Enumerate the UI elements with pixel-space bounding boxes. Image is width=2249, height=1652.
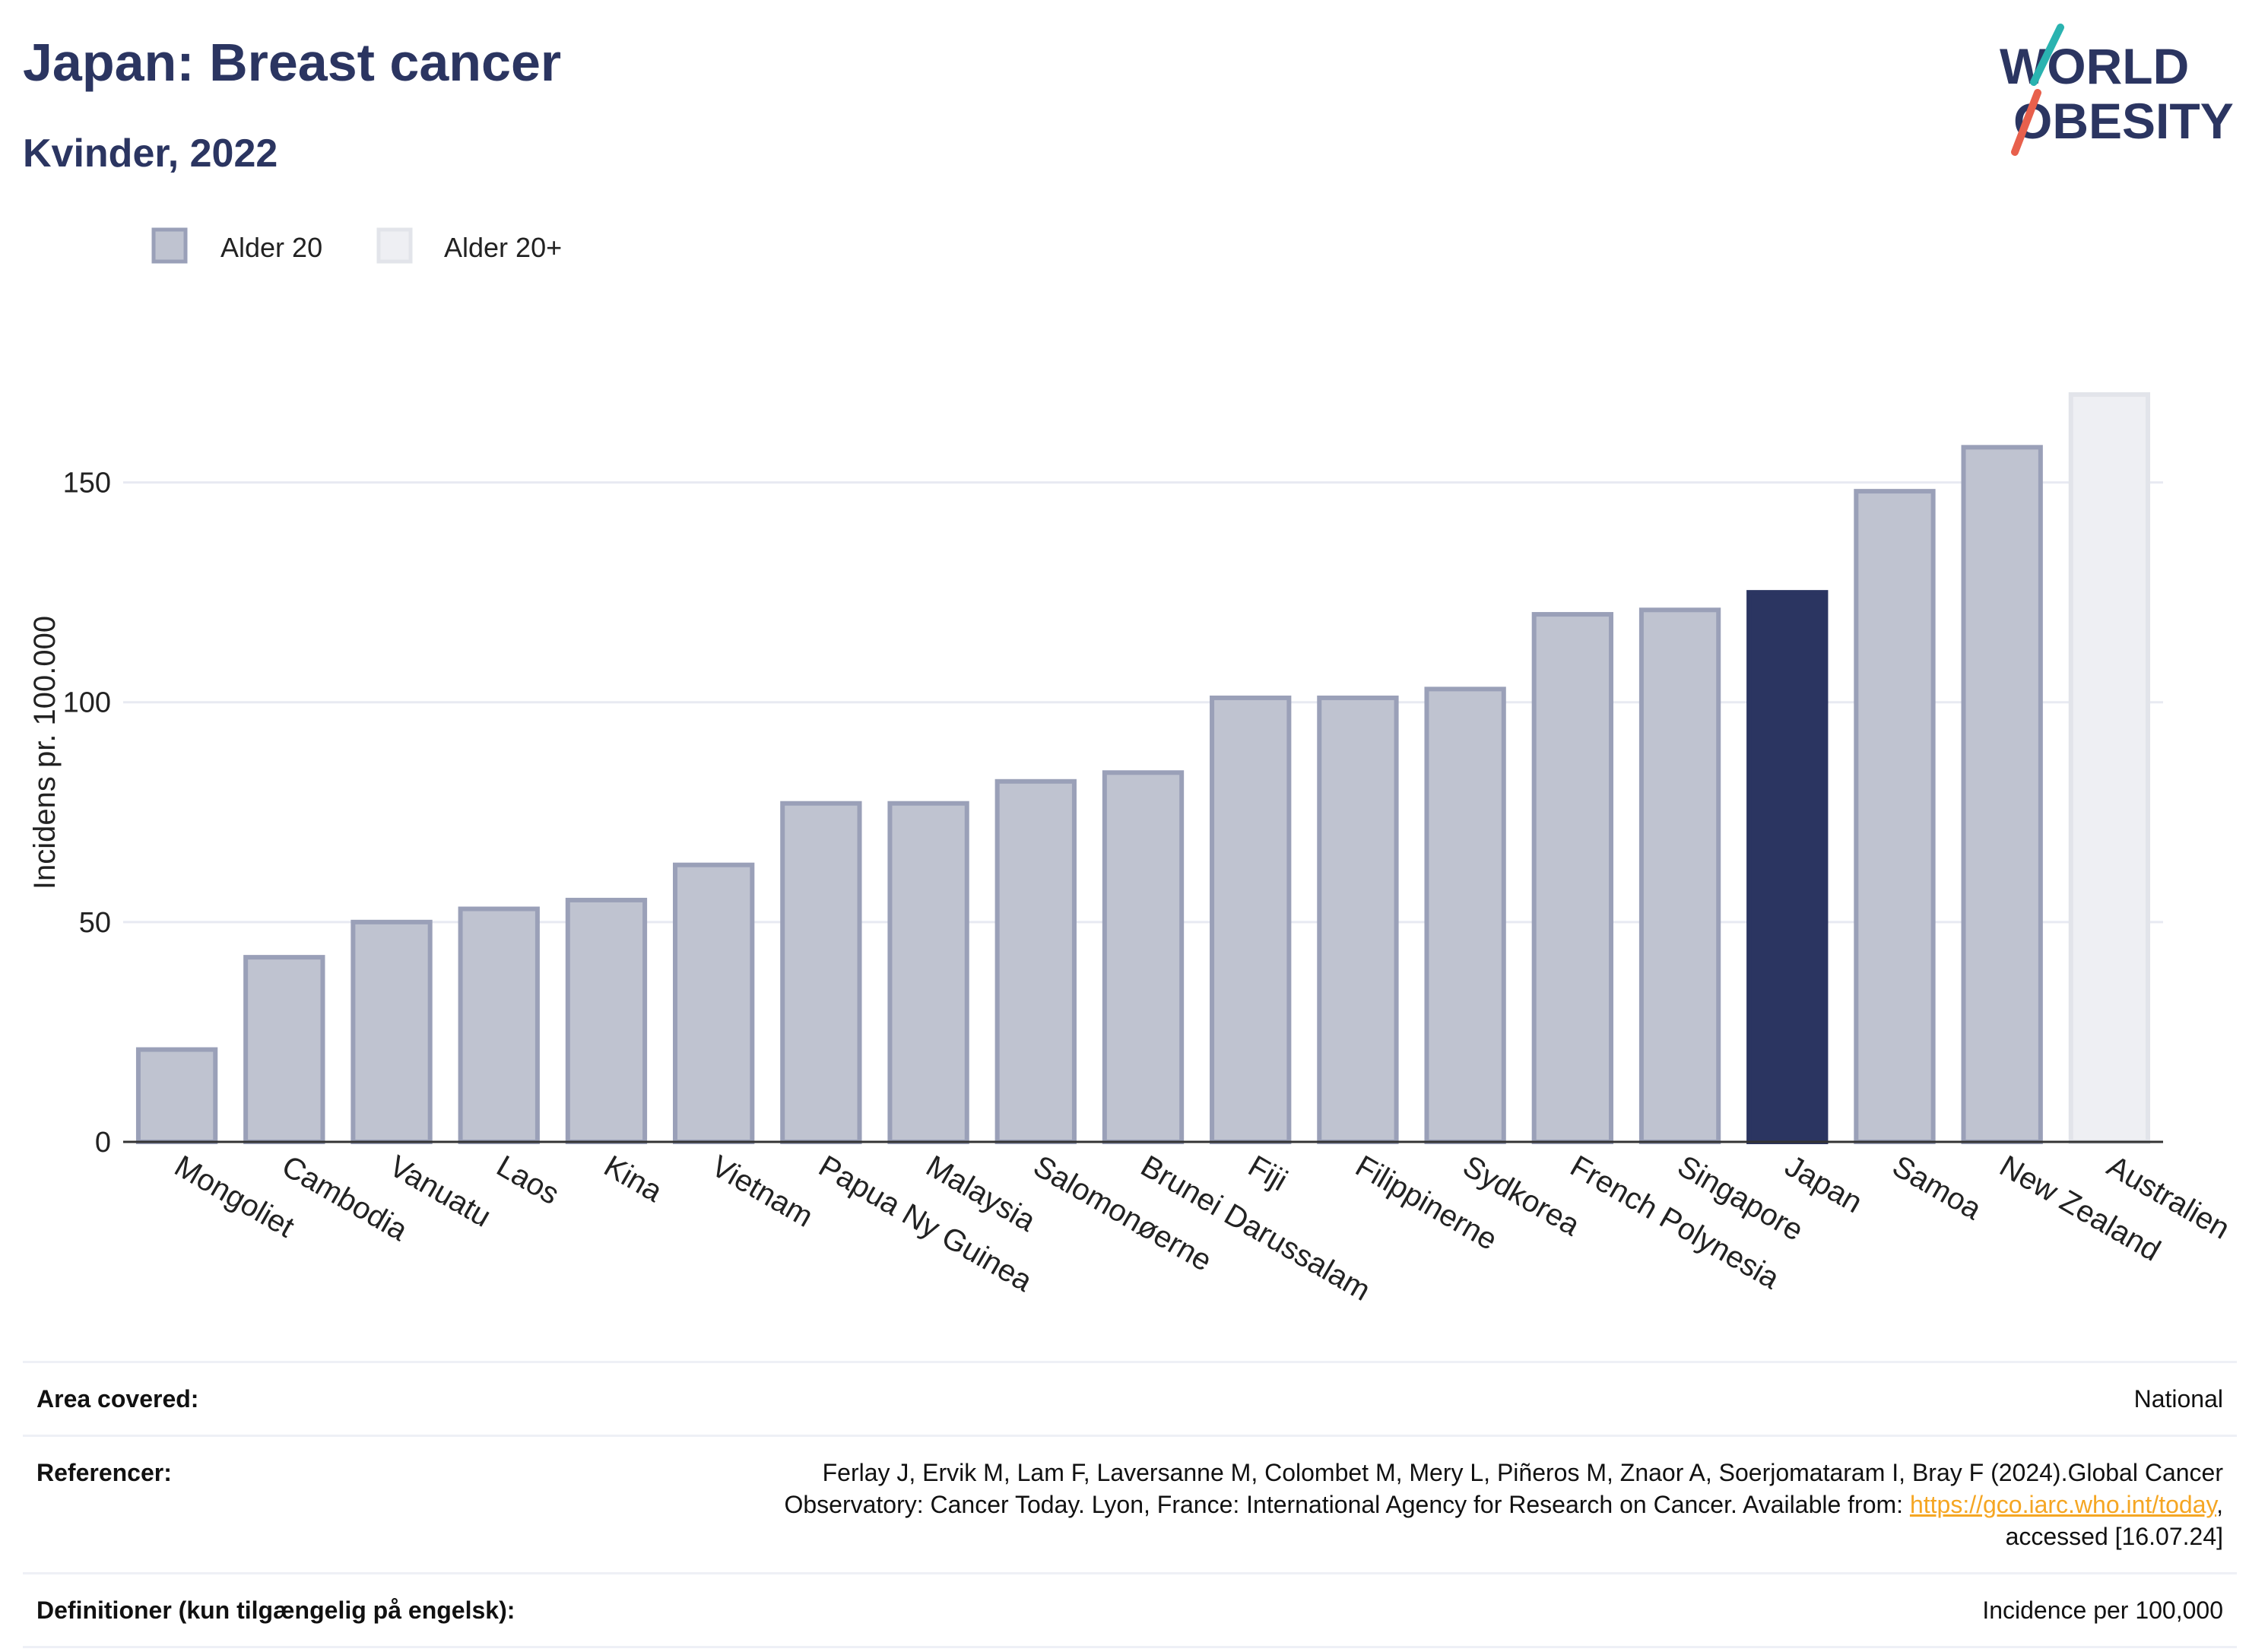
bar-chart: Alder 20 Alder 20+ 0 50 100 150 Incidens pr… [28, 227, 2235, 1308]
x-tick-label: Salomonøerne [1028, 1149, 1217, 1278]
bar-salomon-erne [994, 778, 1077, 1144]
bar-cambodia [243, 955, 325, 1144]
bar-vanuatu [351, 919, 433, 1145]
area-value: National [734, 1361, 2237, 1436]
area-label: Area covered: [23, 1361, 734, 1436]
legend-label-alder-20: Alder 20 [220, 232, 322, 263]
bar-brunei-darussalam [1102, 770, 1185, 1144]
info-table: Area covered: National Referencer: Ferla… [23, 1361, 2237, 1648]
info-row-references: Referencer: Ferlay J, Ervik M, Lam F, La… [23, 1435, 2237, 1574]
bar-sydkorea [1424, 686, 1506, 1144]
bar-vietnam [672, 862, 755, 1145]
y-tick-label: 50 [79, 907, 111, 939]
definitions-value: Incidence per 100,000 [734, 1572, 2237, 1648]
legend-swatch-alder-20plus [376, 227, 413, 264]
x-tick-label: Kina [598, 1149, 668, 1210]
bar-japan [1746, 590, 1829, 1144]
legend: Alder 20 Alder 20+ [151, 227, 562, 264]
svg-text:WORLD: WORLD [2000, 38, 2189, 94]
y-axis-ticks: 0 50 100 150 [63, 468, 111, 1159]
bar-mongoliet [135, 1047, 218, 1145]
x-tick-label: Samoa [1886, 1149, 1987, 1227]
page-title: Japan: Breast cancer [23, 33, 562, 92]
x-tick-label: Laos [491, 1149, 565, 1211]
y-axis-label: Incidens pr. 100.000 [28, 616, 62, 889]
references-value: Ferlay J, Ervik M, Lam F, Laversanne M, … [734, 1435, 2237, 1574]
legend-label-alder-20plus: Alder 20+ [444, 232, 562, 263]
svg-text:OBESITY: OBESITY [2013, 93, 2234, 149]
bars [135, 392, 2151, 1145]
info-row-area: Area covered: National [23, 1361, 2237, 1436]
reference-link[interactable]: https://gco.iarc.who.int/today [1909, 1491, 2217, 1518]
references-label: Referencer: [23, 1435, 734, 1574]
bar-french-polynesia [1531, 612, 1614, 1144]
bar-australien [2068, 392, 2151, 1144]
x-tick-label: Mongoliet [169, 1149, 300, 1245]
definitions-label: Definitioner (kun tilgængelig på engelsk… [23, 1572, 734, 1648]
bar-laos [458, 906, 540, 1144]
bar-fiji [1210, 695, 1292, 1144]
y-tick-label: 150 [63, 468, 111, 499]
bar-papua-ny-guinea [780, 801, 862, 1144]
x-tick-label: Vietnam [706, 1149, 818, 1234]
world-obesity-logo: WORLD OBESITY [2000, 24, 2234, 156]
legend-swatch-alder-20 [151, 227, 188, 264]
y-tick-label: 100 [63, 687, 111, 719]
x-tick-label: Fiji [1242, 1149, 1293, 1198]
bar-singapore [1638, 607, 1721, 1144]
y-tick-label: 0 [95, 1127, 111, 1159]
bar-kina [565, 897, 648, 1144]
bar-filippinerne [1317, 695, 1399, 1144]
page-subtitle: Kvinder, 2022 [23, 132, 278, 176]
bar-new-zealand [1961, 445, 2043, 1144]
bar-samoa [1854, 489, 1936, 1144]
info-row-definitions: Definitioner (kun tilgængelig på engelsk… [23, 1572, 2237, 1648]
bar-malaysia [887, 801, 969, 1144]
